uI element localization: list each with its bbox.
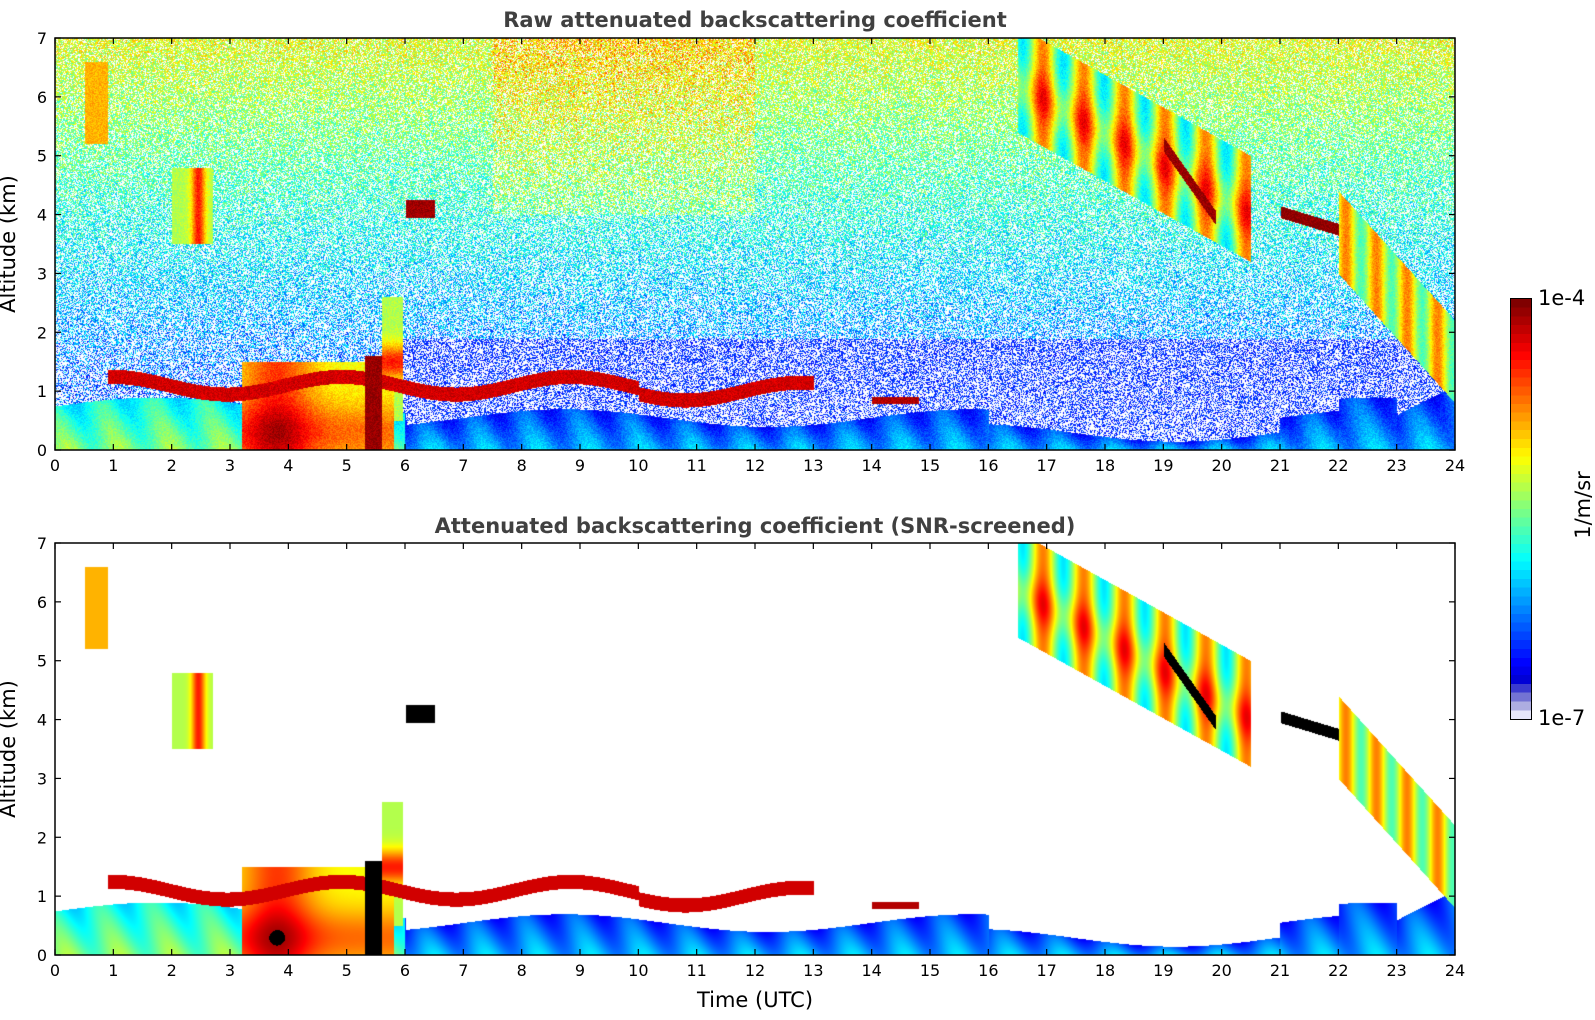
- top-frame: [54, 37, 1456, 451]
- top-panel-title: Raw attenuated backscattering coefficien…: [503, 8, 1007, 32]
- bottom-x-tick-label: 13: [803, 961, 823, 980]
- raw-backscatter-axes: 0 1 2 3 4 5 6 7 8 9 10 11 12 13 14 15 16 17 18 19 20 21 22 23 24…: [37, 29, 1465, 475]
- bottom-y-axis-label: Altitude (km): [0, 680, 20, 818]
- bottom-y-tick-label: 5: [37, 652, 47, 671]
- bottom-x-tick-label: 17: [1036, 961, 1056, 980]
- top-y-tick-label: 3: [37, 264, 47, 283]
- bottom-x-tick-label: 0: [50, 961, 60, 980]
- top-x-tick-label: 2: [167, 456, 177, 475]
- colorbar-unit-label: 1/m/sr: [1571, 471, 1595, 539]
- bottom-y-tick-label: 1: [37, 887, 47, 906]
- top-x-tick-label: 9: [575, 456, 585, 475]
- bottom-x-tick-label: 9: [575, 961, 585, 980]
- top-x-tick-label: 20: [1211, 456, 1231, 475]
- bottom-x-tick-label: 7: [458, 961, 468, 980]
- bottom-x-tick-label: 23: [1386, 961, 1406, 980]
- bottom-x-tick-label: 22: [1328, 961, 1348, 980]
- bottom-y-tick-label: 7: [37, 534, 47, 553]
- bottom-x-tick-label: 4: [283, 961, 293, 980]
- bottom-y-tick-label: 3: [37, 769, 47, 788]
- top-x-tick-label: 15: [920, 456, 940, 475]
- bottom-x-tick-label: 18: [1095, 961, 1115, 980]
- bottom-y-tick-label: 6: [37, 593, 47, 612]
- top-x-tick-label: 3: [225, 456, 235, 475]
- top-x-tick-label: 7: [458, 456, 468, 475]
- top-y-tick-label: 5: [37, 147, 47, 166]
- top-x-tick-label: 10: [628, 456, 648, 475]
- top-x-tick-label: 11: [686, 456, 706, 475]
- top-y-tick-label: 4: [37, 206, 47, 225]
- top-x-tick-label: 16: [978, 456, 998, 475]
- bottom-x-tick-label: 14: [861, 961, 881, 980]
- bottom-x-tick-label: 19: [1153, 961, 1173, 980]
- top-x-tick-label: 14: [861, 456, 881, 475]
- screened-backscatter-axes: 0 1 2 3 4 5 6 7 8 9 10 11 12 13 14 15 16 17 18 19 20 21 22 23 24…: [37, 534, 1465, 980]
- bottom-y-tick-label: 4: [37, 711, 47, 730]
- top-x-tick-label: 22: [1328, 456, 1348, 475]
- bottom-x-tick-label: 24: [1445, 961, 1465, 980]
- bottom-x-tick-label: 21: [1270, 961, 1290, 980]
- top-y-tick-label: 2: [37, 323, 47, 342]
- bottom-y-tick-label: 2: [37, 828, 47, 847]
- bottom-x-tick-label: 1: [108, 961, 118, 980]
- bottom-x-tick-label: 10: [628, 961, 648, 980]
- top-y-tick-label: 1: [37, 382, 47, 401]
- bottom-y-tick-label: 0: [37, 946, 47, 965]
- bottom-x-tick-label: 12: [745, 961, 765, 980]
- top-x-tick-label: 21: [1270, 456, 1290, 475]
- bottom-x-tick-label: 8: [517, 961, 527, 980]
- top-x-tick-label: 0: [50, 456, 60, 475]
- top-x-tick-label: 1: [108, 456, 118, 475]
- x-axis-label: Time (UTC): [696, 988, 814, 1012]
- bottom-panel-title: Attenuated backscattering coefficient (S…: [434, 514, 1076, 538]
- top-x-tick-label: 17: [1036, 456, 1056, 475]
- bottom-x-tick-label: 20: [1211, 961, 1231, 980]
- colorbar: [1510, 298, 1532, 720]
- top-y-axis-label: Altitude (km): [0, 175, 20, 313]
- bottom-x-tick-label: 11: [686, 961, 706, 980]
- raw-backscatter-plot: 0 1 2 3 4 5 6 7 8 9 10 11 12 13 14 15 16 17 18 19 20 21 22 23 24…: [37, 29, 1465, 475]
- top-y-tick-label: 7: [37, 29, 47, 48]
- colorbar-min-label: 1e-7: [1538, 706, 1586, 730]
- top-x-tick-label: 6: [400, 456, 410, 475]
- top-x-tick-label: 8: [517, 456, 527, 475]
- bottom-x-tick-label: 2: [167, 961, 177, 980]
- top-x-tick-label: 19: [1153, 456, 1173, 475]
- top-y-tick-label: 0: [37, 441, 47, 460]
- top-y-tick-label: 6: [37, 88, 47, 107]
- top-x-tick-label: 4: [283, 456, 293, 475]
- top-x-tick-label: 24: [1445, 456, 1465, 475]
- top-x-tick-label: 23: [1386, 456, 1406, 475]
- top-x-tick-label: 5: [342, 456, 352, 475]
- top-x-tick-label: 12: [745, 456, 765, 475]
- bottom-x-tick-label: 6: [400, 961, 410, 980]
- raw-backscatter-heatmap: [55, 38, 1455, 450]
- bottom-frame: [54, 542, 1456, 956]
- bottom-x-tick-label: 3: [225, 961, 235, 980]
- top-x-tick-label: 18: [1095, 456, 1115, 475]
- bottom-x-tick-label: 5: [342, 961, 352, 980]
- bottom-x-tick-label: 16: [978, 961, 998, 980]
- top-x-tick-label: 13: [803, 456, 823, 475]
- colorbar-max-label: 1e-4: [1538, 286, 1586, 310]
- screened-backscatter-plot: 0 1 2 3 4 5 6 7 8 9 10 11 12 13 14 15 16 17 18 19 20 21 22 23 24…: [37, 534, 1465, 980]
- bottom-x-tick-label: 15: [920, 961, 940, 980]
- screened-backscatter-heatmap: [55, 543, 1455, 955]
